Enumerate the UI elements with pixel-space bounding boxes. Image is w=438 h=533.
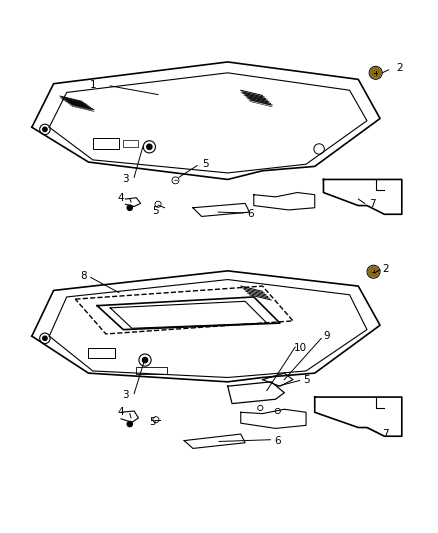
Text: 7: 7 xyxy=(382,429,389,439)
Bar xyxy=(136,367,167,375)
Circle shape xyxy=(142,358,148,362)
Text: 6: 6 xyxy=(275,435,281,446)
Circle shape xyxy=(371,68,381,78)
Text: 5: 5 xyxy=(303,375,309,385)
Bar xyxy=(93,138,119,149)
Text: 10: 10 xyxy=(294,343,307,353)
Text: 7: 7 xyxy=(369,199,375,209)
Text: 5: 5 xyxy=(202,159,208,169)
Bar xyxy=(123,140,138,147)
Circle shape xyxy=(43,336,47,341)
Text: 3: 3 xyxy=(122,390,129,400)
Text: 5: 5 xyxy=(149,417,156,427)
Text: 4: 4 xyxy=(118,193,124,203)
Circle shape xyxy=(127,422,132,426)
Text: 1: 1 xyxy=(89,79,96,90)
Text: 6: 6 xyxy=(247,209,254,219)
Circle shape xyxy=(147,144,152,149)
Text: 4: 4 xyxy=(118,407,124,417)
Text: 2: 2 xyxy=(382,264,389,273)
Circle shape xyxy=(43,127,47,132)
Text: 8: 8 xyxy=(80,271,87,281)
Text: 5: 5 xyxy=(152,206,159,216)
Text: 9: 9 xyxy=(324,331,330,341)
Text: 2: 2 xyxy=(396,63,403,74)
Bar xyxy=(88,349,115,358)
Circle shape xyxy=(368,266,379,277)
Circle shape xyxy=(127,205,132,211)
Text: 3: 3 xyxy=(122,174,129,184)
